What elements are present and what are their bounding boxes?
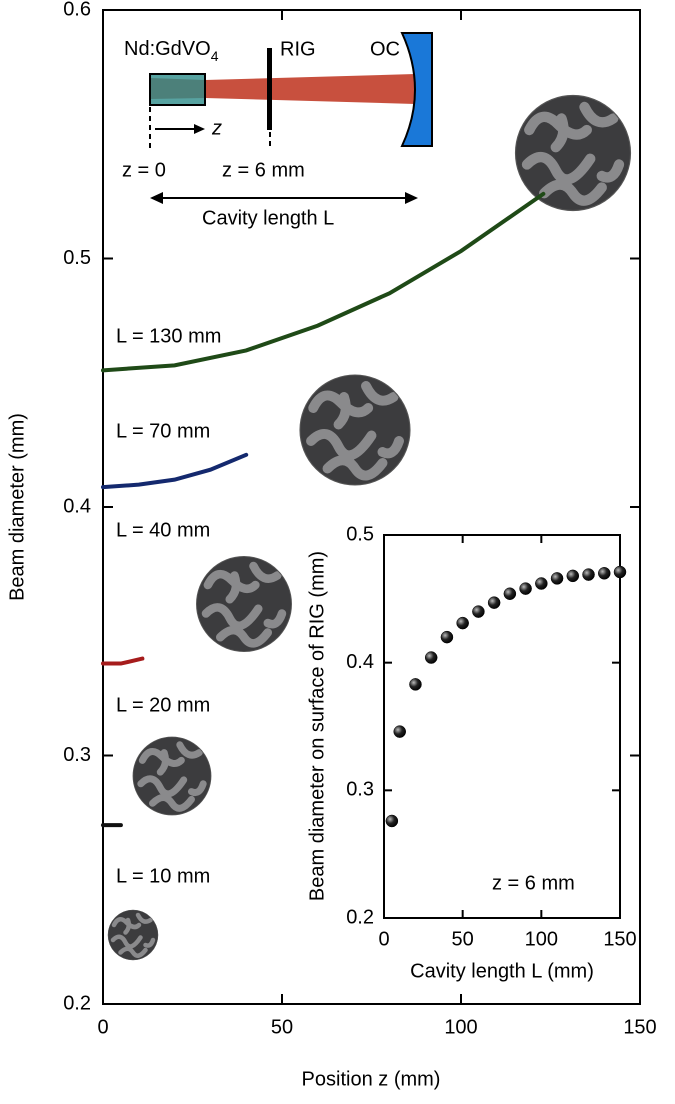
data-point bbox=[472, 605, 485, 618]
y-tick-label: 0.2 bbox=[346, 906, 374, 928]
y-tick-label: 0.6 bbox=[63, 0, 91, 20]
beam-curve bbox=[101, 656, 145, 666]
x-axis-label: Position z (mm) bbox=[302, 1068, 441, 1090]
x-tick-label: 0 bbox=[378, 928, 389, 950]
pattern-disc bbox=[516, 96, 631, 211]
data-point bbox=[566, 569, 580, 583]
z-arrow-label: z bbox=[211, 117, 222, 139]
crystal bbox=[149, 73, 206, 106]
x-tick-label: 50 bbox=[452, 928, 474, 950]
data-point bbox=[613, 565, 627, 579]
crystal-text: Nd:GdVO bbox=[124, 38, 211, 60]
series-label: L = 130 mm bbox=[116, 325, 221, 347]
rig bbox=[267, 48, 272, 130]
data-point bbox=[519, 582, 532, 595]
oc-label: OC bbox=[370, 38, 400, 60]
plot-frame bbox=[383, 534, 621, 919]
data-point bbox=[393, 725, 406, 738]
beam-curve bbox=[101, 191, 546, 373]
pattern-disc bbox=[300, 375, 410, 485]
z0-label: z = 0 bbox=[122, 159, 166, 181]
cavity-schematic: Nd:GdVO4 RIG OC z z = 0 z = 6 mm Cavity … bbox=[122, 32, 433, 229]
x-tick-label: 0 bbox=[97, 1016, 108, 1038]
y-tick-label: 0.5 bbox=[346, 523, 374, 545]
beam bbox=[150, 74, 415, 104]
y-tick-label: 0.2 bbox=[63, 992, 91, 1014]
x-tick-label: 100 bbox=[444, 1016, 477, 1038]
data-point bbox=[385, 814, 399, 828]
data-point bbox=[550, 572, 564, 585]
y-axis-label: Beam diameter (mm) bbox=[6, 413, 28, 601]
beam-curve bbox=[101, 452, 249, 490]
pattern-disc bbox=[108, 910, 158, 960]
crystal-label: Nd:GdVO4 bbox=[124, 38, 219, 63]
series-label: L = 20 mm bbox=[116, 694, 210, 716]
x-tick-label: 150 bbox=[623, 1016, 656, 1038]
x-axis-label: Cavity length L (mm) bbox=[410, 960, 594, 982]
series-label: L = 40 mm bbox=[116, 519, 210, 541]
data-point bbox=[424, 651, 438, 664]
data-point bbox=[535, 577, 548, 590]
y-tick-label: 0.3 bbox=[346, 779, 374, 801]
data-point bbox=[503, 587, 517, 600]
y-tick-label: 0.4 bbox=[346, 651, 374, 673]
pattern-disc bbox=[133, 737, 211, 815]
data-point bbox=[409, 678, 422, 691]
pattern-disc bbox=[197, 557, 292, 652]
y-tick-label: 0.3 bbox=[63, 744, 91, 766]
x-tick-label: 100 bbox=[525, 928, 558, 950]
data-point bbox=[440, 630, 454, 644]
crystal-subscript: 4 bbox=[211, 48, 219, 64]
data-point bbox=[582, 568, 595, 581]
data-point bbox=[598, 567, 611, 580]
annotation: z = 6 mm bbox=[492, 872, 575, 894]
series-label: L = 70 mm bbox=[116, 420, 210, 442]
x-tick-label: 150 bbox=[603, 928, 636, 950]
output-coupler bbox=[400, 32, 433, 147]
cavity-label: Cavity length L bbox=[202, 207, 334, 229]
y-tick-label: 0.4 bbox=[63, 495, 91, 517]
y-axis-label: Beam diameter on surface of RIG (mm) bbox=[306, 551, 328, 901]
z6-label: z = 6 mm bbox=[222, 159, 305, 181]
x-tick-label: 50 bbox=[271, 1016, 293, 1038]
series-label: L = 10 mm bbox=[116, 865, 210, 887]
rig-label: RIG bbox=[280, 38, 316, 60]
y-tick-label: 0.5 bbox=[63, 247, 91, 269]
data-point bbox=[487, 596, 501, 609]
data-point bbox=[456, 616, 469, 630]
inset-background bbox=[384, 535, 620, 918]
